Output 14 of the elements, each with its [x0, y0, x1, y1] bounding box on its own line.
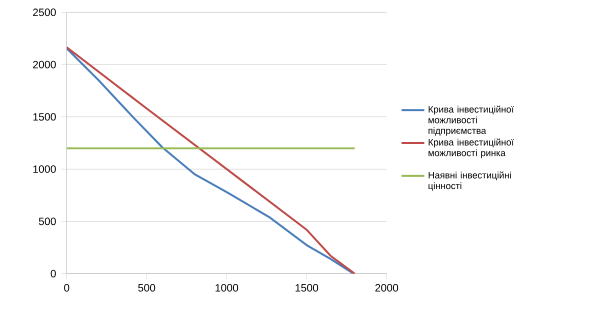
x-tick-label: 500	[138, 284, 156, 292]
y-tick-label: 1000	[33, 165, 56, 173]
y-tick-label: 2500	[33, 8, 56, 16]
legend-label: Наявні інвестиційні цінності	[428, 171, 511, 191]
y-tick-label: 2000	[33, 60, 56, 68]
y-tick-label: 0	[50, 270, 56, 278]
x-tick-label: 0	[64, 284, 70, 292]
legend-label: Крива інвестиційної можливості ринка	[428, 138, 514, 158]
y-tick-label: 500	[38, 218, 56, 226]
x-tick-label: 2000	[375, 284, 398, 292]
x-tick-label: 1000	[216, 284, 238, 292]
legend-label: Крива інвестиційної можливості підприємства	[428, 106, 514, 136]
y-tick-label: 1500	[33, 113, 56, 121]
x-tick-label: 1500	[296, 284, 318, 292]
